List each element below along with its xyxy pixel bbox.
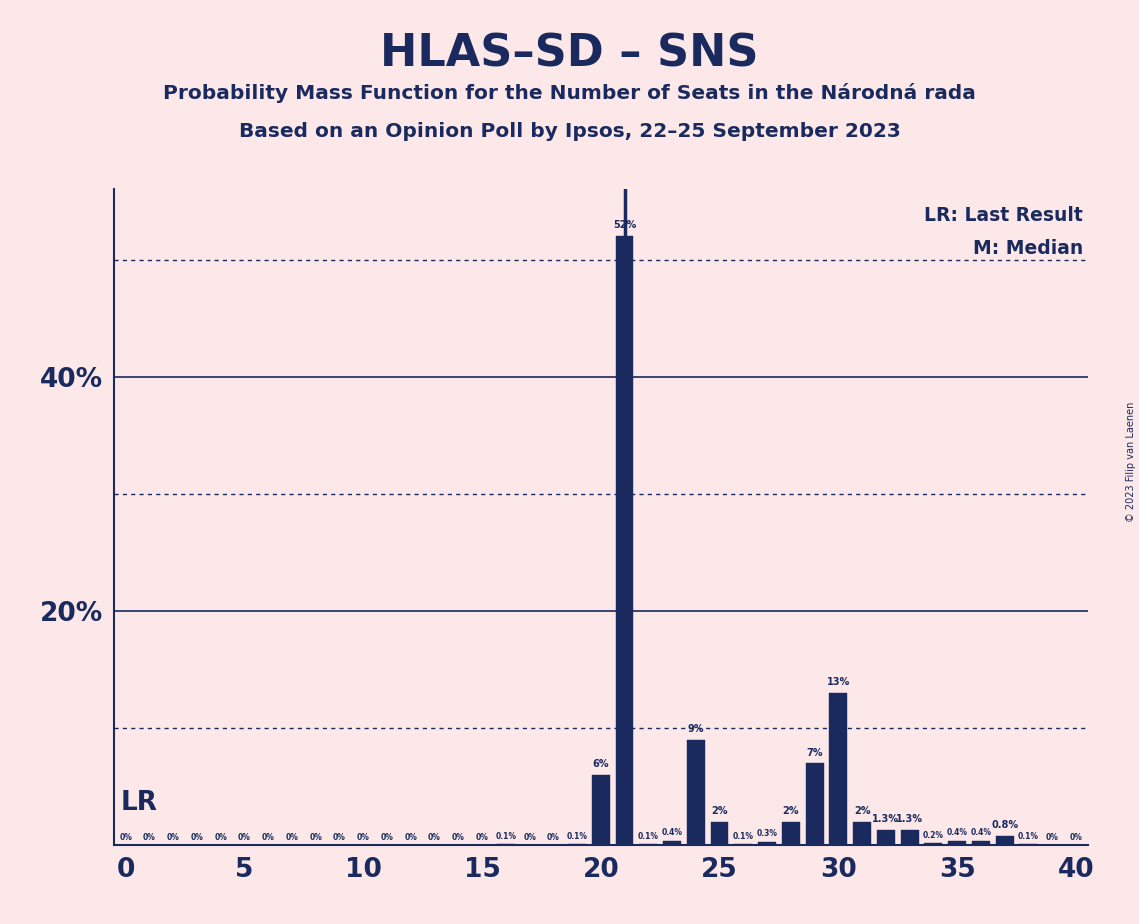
Text: M: Median: M: Median [973,238,1083,258]
Text: 0%: 0% [452,833,465,842]
Bar [687,740,705,845]
Text: 0.1%: 0.1% [1018,832,1039,841]
Text: Based on an Opinion Poll by Ipsos, 22–25 September 2023: Based on an Opinion Poll by Ipsos, 22–25… [238,122,901,141]
Text: 0%: 0% [476,833,489,842]
Text: 0%: 0% [1046,833,1058,842]
Bar [829,693,847,845]
Bar [972,841,990,845]
Text: Probability Mass Function for the Number of Seats in the Národná rada: Probability Mass Function for the Number… [163,83,976,103]
Text: 0%: 0% [1070,833,1082,842]
Text: 0%: 0% [547,833,559,842]
Text: 52%: 52% [613,221,637,230]
Text: 0%: 0% [166,833,180,842]
Text: 2%: 2% [782,806,800,816]
Text: 7%: 7% [806,748,822,758]
Text: 0%: 0% [380,833,393,842]
Text: 0.4%: 0.4% [970,828,991,837]
Text: 0%: 0% [190,833,204,842]
Text: 9%: 9% [688,724,704,735]
Bar [901,831,918,845]
Text: © 2023 Filip van Laenen: © 2023 Filip van Laenen [1126,402,1136,522]
Text: 0.1%: 0.1% [638,832,658,841]
Text: 6%: 6% [592,760,609,770]
Text: 0%: 0% [120,833,132,842]
Text: 2%: 2% [712,806,728,816]
Text: LR: Last Result: LR: Last Result [924,206,1083,225]
Bar [948,841,966,845]
Text: 0.4%: 0.4% [662,828,682,837]
Bar [782,822,800,845]
Text: 0%: 0% [310,833,322,842]
Text: 0%: 0% [404,833,417,842]
Text: 1.3%: 1.3% [896,814,923,824]
Text: 0.1%: 0.1% [495,832,516,841]
Text: 0%: 0% [333,833,346,842]
Bar [711,822,729,845]
Text: 0.4%: 0.4% [947,828,968,837]
Text: 2%: 2% [854,806,870,816]
Text: LR: LR [121,790,158,816]
Text: 0.2%: 0.2% [923,831,944,840]
Text: HLAS–SD – SNS: HLAS–SD – SNS [380,32,759,76]
Text: 13%: 13% [827,677,850,687]
Bar [853,822,871,845]
Text: M: M [634,527,662,555]
Text: 0%: 0% [144,833,156,842]
Text: 0.3%: 0.3% [756,830,778,838]
Bar [995,836,1014,845]
Text: 0%: 0% [238,833,251,842]
Text: 0%: 0% [523,833,536,842]
Text: 0.1%: 0.1% [732,832,754,841]
Bar [925,843,942,845]
Text: 0.1%: 0.1% [566,832,588,841]
Bar [592,775,609,845]
Text: 0%: 0% [286,833,298,842]
Bar [877,831,895,845]
Text: 0%: 0% [357,833,370,842]
Bar [663,841,681,845]
Bar [759,842,776,845]
Text: 0%: 0% [214,833,227,842]
Text: 1.3%: 1.3% [872,814,900,824]
Text: 0%: 0% [262,833,274,842]
Bar [616,237,633,845]
Text: 0%: 0% [428,833,441,842]
Text: 0.8%: 0.8% [991,821,1018,831]
Bar [805,763,823,845]
